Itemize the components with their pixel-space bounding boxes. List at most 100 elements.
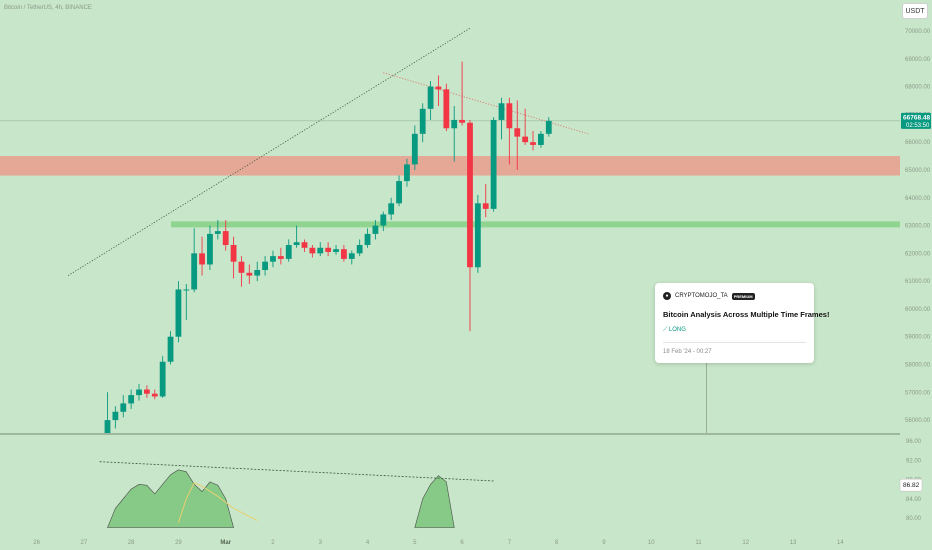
- candle-20: [262, 256, 268, 276]
- time-axis-tick: 29: [175, 540, 182, 546]
- time-axis-tick: 26: [33, 540, 40, 546]
- candle-53: [522, 108, 529, 145]
- candle-body: [128, 395, 135, 404]
- candle-55: [538, 131, 544, 148]
- candle-body: [490, 119, 497, 209]
- candle-body: [411, 133, 418, 165]
- candle-52: [514, 100, 521, 170]
- candle-14: [214, 219, 221, 240]
- candle-1: [112, 406, 119, 429]
- author-avatar-icon: ●: [663, 292, 671, 300]
- candle-29: [333, 245, 339, 255]
- rsi-area-0: [107, 469, 234, 528]
- candle-countdown: 02:53:50: [906, 123, 930, 129]
- rsi-trendline-0: [99, 461, 494, 482]
- candle-body: [538, 133, 544, 145]
- time-axis-tick: 27: [81, 540, 88, 546]
- candle-body: [317, 247, 324, 254]
- candle-body: [207, 233, 213, 265]
- time-axis-tick: 9: [602, 540, 606, 546]
- candle-32: [356, 239, 363, 257]
- currency-unit-button[interactable]: USDT: [902, 3, 928, 19]
- candle-11: [191, 228, 198, 293]
- candle-body: [270, 256, 276, 262]
- current-price-value: 66768.48: [903, 114, 930, 121]
- candle-12: [199, 236, 205, 276]
- candle-44: [451, 106, 458, 162]
- candle-36: [388, 197, 395, 220]
- candle-body: [309, 247, 316, 254]
- symbol-title[interactable]: Bitcoin / TetherUS, 4h, BINANCE: [4, 5, 92, 11]
- candle-body: [396, 181, 402, 204]
- candle-3: [128, 389, 135, 409]
- candle-body: [230, 245, 237, 262]
- candle-23: [285, 239, 292, 262]
- candle-body: [356, 245, 363, 254]
- candle-33: [364, 228, 371, 248]
- rsi-area-1: [414, 475, 455, 528]
- price-axis-tick: 58000.00: [905, 363, 931, 369]
- candle-body: [325, 247, 332, 252]
- time-axis-tick: 11: [695, 540, 702, 546]
- candle-18: [246, 264, 253, 284]
- time-axis-tick: 4: [366, 540, 370, 546]
- candle-body: [419, 108, 426, 134]
- time-axis-tick: 2: [271, 540, 275, 546]
- candle-body: [262, 261, 268, 271]
- rsi-value-label: [899, 478, 923, 492]
- idea-author[interactable]: CRYPTOMOJO_TA: [675, 293, 728, 299]
- candle-41: [427, 81, 434, 120]
- candle-2: [120, 395, 127, 418]
- candle-body: [301, 242, 308, 248]
- candle-body: [545, 120, 552, 134]
- time-axis-tick: 8: [555, 540, 559, 546]
- rsi-current-value: 86.82: [903, 482, 920, 489]
- idea-direction-label: LONG: [668, 327, 686, 333]
- price-pane: [0, 27, 900, 433]
- candle-body: [214, 231, 221, 234]
- time-axis-tick: 13: [790, 540, 797, 546]
- idea-title[interactable]: Bitcoin Analysis Across Multiple Time Fr…: [663, 310, 830, 319]
- candle-51: [506, 97, 513, 165]
- candle-50: [498, 97, 505, 140]
- time-axis-tick: 5: [413, 540, 417, 546]
- candle-26: [309, 245, 316, 258]
- candle-21: [270, 250, 276, 268]
- candle-17: [238, 256, 245, 287]
- idea-card[interactable]: ● CRYPTOMOJO_TA PREMIUM Bitcoin Analysis…: [655, 283, 829, 363]
- candle-body: [112, 411, 119, 421]
- idea-direction: ⟋ LONG: [663, 327, 686, 334]
- idea-author-row[interactable]: ● CRYPTOMOJO_TA PREMIUM: [663, 292, 755, 300]
- candle-body: [498, 103, 505, 120]
- price-axis-tick: 70000.00: [905, 29, 931, 35]
- candle-35: [380, 211, 387, 232]
- candle-body: [277, 256, 284, 259]
- candle-0: [104, 392, 111, 433]
- candle-body: [254, 270, 261, 276]
- candle-body: [285, 245, 292, 259]
- candle-22: [277, 247, 284, 265]
- candle-24: [293, 225, 300, 248]
- candle-body: [388, 203, 395, 215]
- candle-body: [222, 231, 229, 246]
- candle-body: [404, 164, 410, 182]
- candle-body: [238, 261, 245, 273]
- candle-body: [144, 389, 150, 394]
- price-axis-tick: 66000.00: [905, 140, 931, 146]
- price-axis-tick: 69000.00: [905, 57, 931, 63]
- candle-6: [151, 389, 158, 400]
- candle-47: [474, 194, 481, 273]
- candle-46: [467, 119, 473, 332]
- candle-body: [427, 86, 434, 109]
- price-axis-tick: 62000.00: [905, 251, 931, 257]
- trendline-0: [67, 27, 471, 276]
- candle-5: [144, 385, 150, 398]
- candle-43: [443, 83, 450, 132]
- trend-up-icon: ⟋: [663, 327, 669, 333]
- candle-body: [175, 289, 182, 337]
- candle-body: [506, 103, 513, 129]
- candle-body: [246, 272, 253, 276]
- candle-49: [490, 117, 497, 212]
